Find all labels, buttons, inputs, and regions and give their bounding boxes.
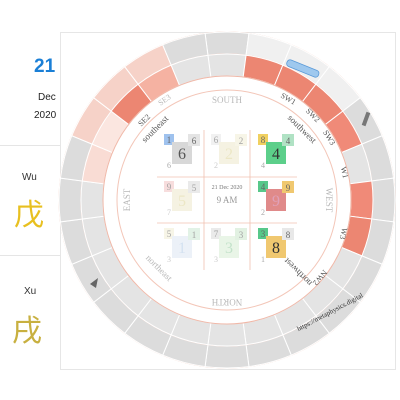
palace-square [235,134,247,146]
palace-water-star: 5 [192,183,197,193]
palace-square [164,228,174,239]
palace-grid [157,130,297,270]
palace-square [258,181,268,192]
direction-west: WEST [324,188,334,213]
palace-mountain-star: 7 [214,229,219,239]
divider [0,145,60,146]
palace-period-star: 3 [225,240,233,257]
earthly-branch-glyph: 戌 [12,314,42,349]
palace-square [211,228,221,239]
palace-square [219,236,239,258]
palace-period-star: 2 [225,146,233,163]
palace-period-star: 1 [178,240,186,257]
palace-annual-star: 6 [167,161,171,170]
palace-annual-star: 2 [261,208,265,217]
mountain-segment [80,180,105,220]
date-sidebar: 21 Dec 2020 Wu 戊 Xu 戌 [0,0,60,400]
palace-square [188,181,200,193]
palace-water-star: 8 [286,230,291,240]
palace-mountain-star: 6 [214,135,219,145]
palace-square [211,134,221,145]
palace-mountain-star: 5 [167,229,172,239]
divider [0,255,60,256]
earthly-branch-label: Xu [24,286,37,297]
palace-square [188,228,200,240]
palace-mountain-star: 3 [261,229,266,239]
palace-annual-star: 4 [261,161,265,170]
mountain-segment [349,180,374,220]
palace-mountain-star: 1 [167,135,172,145]
center-date: 21 Dec 2020 [212,185,243,191]
heavenly-stem-label: Wu [22,172,37,183]
palace-square [258,228,268,239]
palace-water-star: 2 [239,136,244,146]
palace-square [164,181,174,192]
mountain-segment [207,322,247,347]
center-time: 9 AM [217,195,238,205]
palace-square [282,228,294,240]
palace-square [282,181,294,193]
palace-square [172,236,192,258]
palace-water-star: 4 [286,136,291,146]
direction-north: NORTH [211,297,242,307]
month-label: Dec [38,92,56,103]
mountain-segment [207,53,247,78]
scroll-marker[interactable] [361,111,371,127]
palace-water-star: 1 [192,230,197,240]
palace-square [235,228,247,240]
palace-square [172,189,192,211]
outer-ring-segment [204,31,250,56]
palace-period-star: 4 [272,146,280,163]
mountain-w3: W3 [338,227,349,240]
palace-annual-star: 3 [167,255,171,264]
palace-square [266,189,286,211]
outer-ring-segment [58,177,83,223]
palace-period-star: 5 [178,193,186,210]
day-number: 21 [34,56,56,77]
heavenly-stem-glyph: 戊 [14,198,44,233]
palace-square [164,134,174,145]
rotation-handle[interactable] [286,59,320,78]
palace-annual-star: 1 [261,255,265,264]
palace-water-star: 6 [192,136,197,146]
palace-period-star: 6 [178,146,186,163]
palace-period-star: 8 [272,240,280,257]
outer-ring-segment [371,177,396,223]
palace-water-star: 9 [286,183,291,193]
palace-square [172,142,192,164]
palace-annual-star: 3 [214,255,218,264]
rotate-left-arrow-icon[interactable] [90,278,98,288]
palace-mountain-star: 4 [261,182,266,192]
palace-mountain-star: 9 [167,182,172,192]
palace-square [266,236,286,258]
palace-square [266,142,286,164]
direction-south: SOUTH [212,95,243,105]
palace-period-star: 9 [272,193,280,210]
palace-square [188,134,200,146]
palace-square [282,134,294,146]
palace-water-star: 3 [239,230,244,240]
outer-ring-segment [204,344,250,369]
outer-ring [58,31,396,369]
direction-east: EAST [122,188,132,211]
mountain-w1: W1 [339,166,350,179]
palace-square [219,142,239,164]
palace-annual-star: 7 [167,208,171,217]
palace-annual-star: 2 [214,161,218,170]
palace-square [258,134,268,145]
year-label: 2020 [34,110,57,121]
palace-mountain-star: 8 [261,135,266,145]
